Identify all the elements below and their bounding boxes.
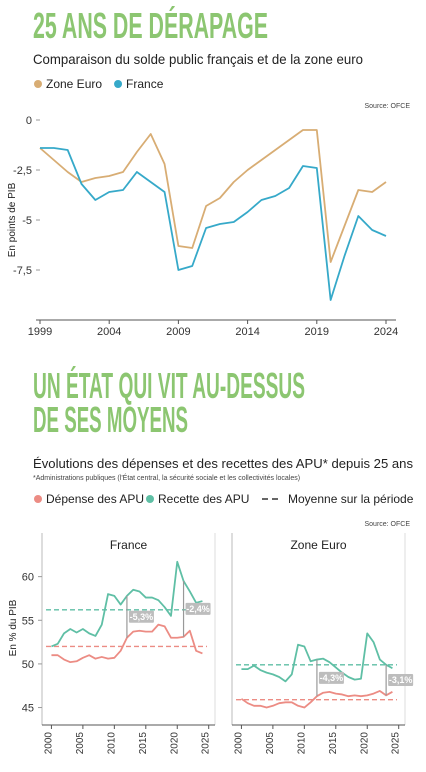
subtitle: Évolutions des dépenses et des recettes … [33,456,413,471]
annotation-box [388,674,414,687]
x-tick-label: 2020 [359,732,370,755]
x-tick-label: 2009 [166,326,190,338]
x-tick-label: 2005 [265,732,276,755]
x-tick-label: 2014 [235,326,259,338]
x-tick-label: 2000 [233,732,244,755]
legend-label: Zone Euro [46,77,102,91]
source: Source: OFCE [364,103,410,110]
legend-swatch [146,495,154,503]
subtitle: Comparaison du solde public français et … [33,51,363,67]
legend-swatch [34,80,42,88]
series-line [51,623,203,664]
legend-label: France [126,77,164,91]
x-tick-label: 2005 [75,732,86,755]
x-tick-label: 2025 [201,732,212,755]
y-tick-label: 55 [22,615,34,627]
legend-swatch [34,495,42,503]
series-line [40,147,387,301]
panel-title: Zone Euro [290,538,346,552]
x-tick-label: 2010 [106,732,117,755]
x-tick-label: 2010 [296,732,307,755]
y-axis-label: En points de PIB [7,182,18,257]
y-tick-label: 50 [22,659,34,671]
legend-label: Moyenne sur la période [288,492,414,506]
panel-title: France [110,538,148,552]
legend-swatch [114,80,123,88]
section-title-line: UN ÉTAT QUI VIT AU-DESSUS [33,365,305,406]
x-tick-label: 2020 [169,732,180,755]
y-tick-label: -2,5 [13,165,32,177]
section-title: 25 ANS DE DÉRAPAGE [33,5,268,46]
source: Source: OFCE [364,521,410,528]
x-tick-label: 2015 [328,732,339,755]
annotation-box [185,602,211,615]
y-tick-label: 60 [22,572,34,584]
x-tick-label: 2004 [97,326,121,338]
series-line [39,129,387,263]
x-tick-label: 2025 [391,732,402,755]
annotation: -2,4% [186,604,210,614]
y-axis-label: En % du PIB [8,599,19,656]
x-tick-label: 2015 [138,732,149,755]
section-title-line: DE SES MOYENS [33,399,188,440]
legend-label: Dépense des APU [46,492,144,506]
x-tick-label: 2024 [374,326,398,338]
x-tick-label: 1999 [28,326,52,338]
annotation-box [318,671,344,684]
annotation: -4,3% [320,673,344,683]
y-tick-label: 45 [22,703,34,715]
y-tick-label: -7,5 [13,265,32,277]
annotation: -3,1% [389,675,413,685]
annotation: -5,3% [130,612,154,622]
x-tick-label: 2019 [305,326,329,338]
footnote: *Administrations publiques (l'État centr… [33,473,300,482]
y-tick-label: -5 [22,215,32,227]
annotation-box [128,610,154,623]
x-tick-label: 2000 [43,732,54,755]
legend-label: Recette des APU [158,492,249,506]
y-tick-label: 0 [26,115,32,127]
